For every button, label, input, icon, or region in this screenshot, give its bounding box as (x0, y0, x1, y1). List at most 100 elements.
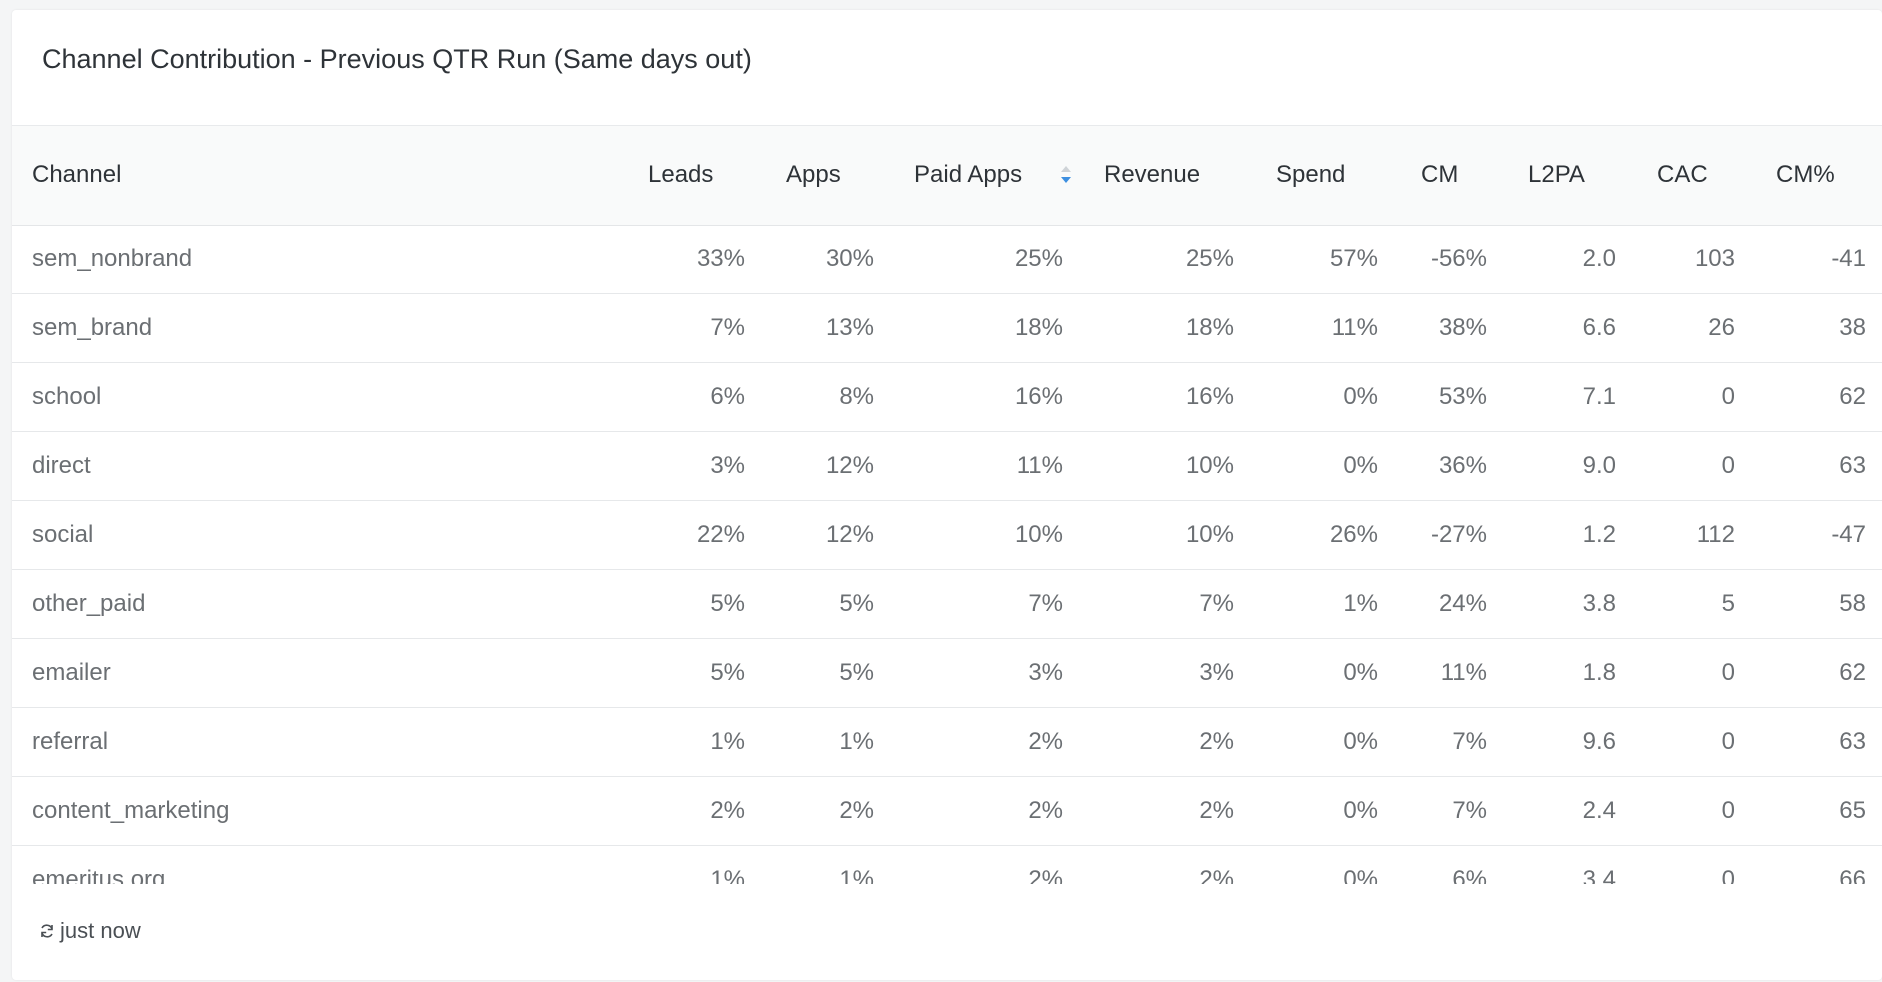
column-header[interactable]: Channel (32, 161, 122, 188)
channel-cell: referral (32, 728, 109, 755)
value-cell: 2% (1199, 866, 1234, 884)
value-cell: 3% (1199, 659, 1234, 686)
table-row[interactable]: emeritus.org 1% 1% 2% 2% 0% 6% 3.4 0 66 (12, 845, 1882, 884)
channel-cell: emailer (32, 659, 111, 686)
table-row[interactable]: sem_brand 7% 13% 18% 18% 11% 38% 6.6 26 38 (12, 293, 1882, 363)
value-cell: 1% (710, 866, 745, 884)
value-cell: 16% (1014, 383, 1063, 410)
value-cell: 6.6 (1582, 314, 1616, 341)
column-header[interactable]: Spend (1276, 161, 1346, 188)
value-cell: 13% (825, 314, 874, 341)
value-cell: 11% (1440, 659, 1487, 686)
table-row[interactable]: school 6% 8% 16% 16% 0% 53% 7.1 0 62 (12, 362, 1882, 432)
table-row[interactable]: referral 1% 1% 2% 2% 0% 7% 9.6 0 63 (12, 707, 1882, 777)
value-cell: 0% (1343, 383, 1378, 410)
card-title: Channel Contribution - Previous QTR Run … (42, 44, 752, 74)
value-cell: 3.8 (1582, 590, 1616, 617)
value-cell: 62 (1839, 383, 1866, 410)
table-row[interactable]: emailer 5% 5% 3% 3% 0% 11% 1.8 0 62 (12, 638, 1882, 708)
value-cell: 5% (710, 659, 745, 686)
value-cell: 38% (1438, 314, 1487, 341)
value-cell: 22% (696, 521, 745, 548)
value-cell: 0 (1721, 383, 1735, 410)
value-cell: 63 (1839, 452, 1866, 479)
value-cell: 2% (1028, 797, 1063, 824)
value-cell: 11% (1016, 452, 1063, 479)
value-cell: 7% (1199, 590, 1234, 617)
value-cell: 0 (1721, 866, 1735, 884)
column-header[interactable]: L2PA (1528, 161, 1585, 188)
channel-cell: sem_brand (32, 314, 153, 341)
value-cell: 1.8 (1582, 659, 1616, 686)
value-cell: 3.4 (1582, 866, 1616, 884)
value-cell: 62 (1839, 659, 1866, 686)
value-cell: 11% (1331, 314, 1378, 341)
value-cell: 1% (1343, 590, 1378, 617)
value-cell: 25% (1014, 245, 1063, 272)
card: Channel Contribution - Previous QTR Run … (12, 10, 1882, 980)
table-row[interactable]: content_marketing 2% 2% 2% 2% 0% 7% 2.4 0 65 (12, 776, 1882, 846)
channel-cell: other_paid (32, 590, 146, 617)
value-cell: 7% (1028, 590, 1063, 617)
value-cell: 63 (1839, 728, 1866, 755)
value-cell: 6% (1452, 866, 1487, 884)
value-cell: 2% (1028, 728, 1063, 755)
value-cell: 2% (1199, 728, 1234, 755)
channel-cell: sem_nonbrand (32, 245, 193, 272)
value-cell: 53% (1438, 383, 1487, 410)
footer[interactable]: just now (38, 918, 141, 944)
value-cell: 33% (696, 245, 745, 272)
value-cell: 2.4 (1582, 797, 1616, 824)
value-cell: 10% (1185, 452, 1234, 479)
value-cell: 5% (839, 590, 874, 617)
value-cell: 9.0 (1582, 452, 1616, 479)
value-cell: 38 (1839, 314, 1866, 341)
value-cell: 3% (1028, 659, 1063, 686)
value-cell: -41 (1831, 245, 1866, 272)
column-header[interactable]: Apps (786, 161, 841, 188)
value-cell: 57% (1329, 245, 1378, 272)
value-cell: 12% (825, 521, 874, 548)
value-cell: 2% (710, 797, 745, 824)
channel-cell: direct (32, 452, 91, 479)
value-cell: -56% (1430, 245, 1487, 272)
column-header[interactable]: Leads (648, 161, 714, 188)
channel-cell: emeritus.org (32, 866, 166, 884)
value-cell: 65 (1839, 797, 1866, 824)
value-cell: 25% (1185, 245, 1234, 272)
column-header[interactable]: CM (1421, 161, 1459, 188)
value-cell: 5 (1721, 590, 1735, 617)
value-cell: 5% (710, 590, 745, 617)
value-cell: 16% (1185, 383, 1234, 410)
column-header[interactable]: CM% (1776, 161, 1835, 188)
value-cell: 0 (1721, 797, 1735, 824)
refresh-icon (41, 924, 53, 938)
column-header[interactable]: CAC (1657, 161, 1708, 188)
channel-cell: school (32, 383, 102, 410)
value-cell: 3% (710, 452, 745, 479)
column-header[interactable]: Paid Apps (914, 161, 1023, 188)
value-cell: 0% (1343, 452, 1378, 479)
value-cell: 7.1 (1582, 383, 1616, 410)
value-cell: 0% (1343, 797, 1378, 824)
value-cell: 1% (839, 728, 874, 755)
value-cell: 36% (1438, 452, 1487, 479)
value-cell: -27% (1430, 521, 1487, 548)
value-cell: 24% (1438, 590, 1487, 617)
value-cell: 18% (1014, 314, 1063, 341)
value-cell: 58 (1839, 590, 1866, 617)
table-row[interactable]: social 22% 12% 10% 10% 26% -27% 1.2 112 -47 (12, 500, 1882, 570)
column-header[interactable]: Revenue (1104, 161, 1201, 188)
table-row[interactable]: direct 3% 12% 11% 10% 0% 36% 9.0 0 63 (12, 431, 1882, 501)
value-cell: 2% (1028, 866, 1063, 884)
value-cell: 0 (1721, 659, 1735, 686)
value-cell: 2.0 (1582, 245, 1616, 272)
table-row[interactable]: other_paid 5% 5% 7% 7% 1% 24% 3.8 5 58 (12, 569, 1882, 639)
sort-icon[interactable] (1058, 162, 1074, 188)
value-cell: 8% (839, 383, 874, 410)
value-cell: 7% (1452, 797, 1487, 824)
table-row[interactable]: sem_nonbrand 33% 30% 25% 25% 57% -56% 2.0 103 -41 (12, 224, 1882, 294)
value-cell: 1% (839, 866, 874, 884)
value-cell: 26% (1329, 521, 1378, 548)
channel-cell: social (32, 521, 94, 548)
